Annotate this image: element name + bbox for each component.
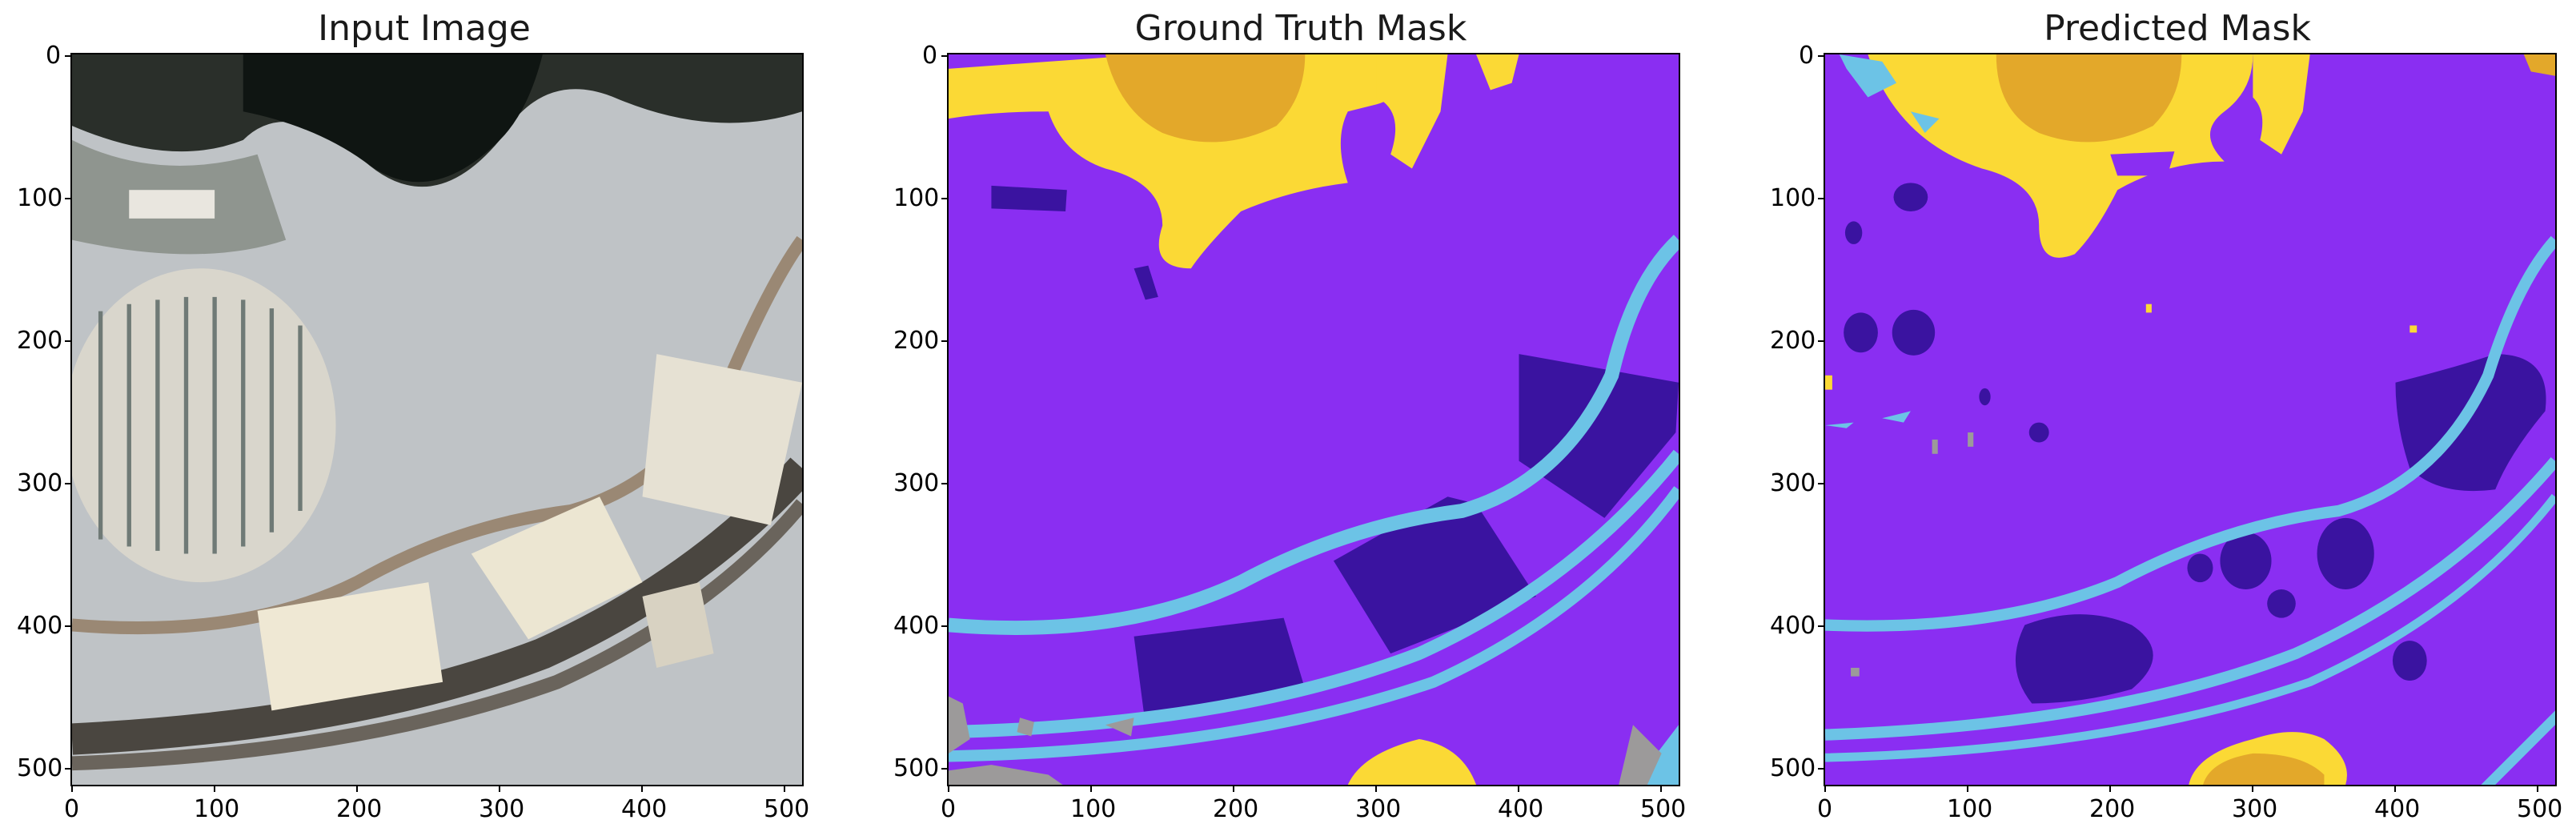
y-tick: 500 xyxy=(1770,754,1816,782)
x-tick: 0 xyxy=(941,795,957,823)
y-tick: 0 xyxy=(1799,42,1815,70)
x-tick: 0 xyxy=(64,795,80,823)
y-tick: 200 xyxy=(17,327,63,355)
x-tick: 400 xyxy=(1498,795,1544,823)
y-tick: 100 xyxy=(17,184,63,212)
panel-input-image: Input Image xyxy=(0,0,849,840)
x-tick: 500 xyxy=(2517,795,2563,823)
y-tick: 500 xyxy=(893,754,940,782)
y-tick: 0 xyxy=(922,42,938,70)
x-tick: 500 xyxy=(1640,795,1687,823)
ground-truth-mask-image xyxy=(949,54,1679,785)
y-tick: 300 xyxy=(17,469,63,497)
x-tick: 100 xyxy=(1947,795,1993,823)
panel-predicted-mask: Predicted Mask xyxy=(1753,0,2576,840)
x-tick: 100 xyxy=(194,795,240,823)
y-tick: 200 xyxy=(1770,327,1816,355)
y-tick: 300 xyxy=(893,469,940,497)
y-tick: 400 xyxy=(893,612,940,640)
y-tick: 300 xyxy=(1770,469,1816,497)
x-tick: 300 xyxy=(479,795,525,823)
panel-title: Ground Truth Mask xyxy=(1134,8,1467,49)
predicted-plot xyxy=(1824,53,2557,786)
input-image-plot xyxy=(70,53,804,786)
x-tick: 300 xyxy=(2232,795,2278,823)
x-tick: 300 xyxy=(1355,795,1402,823)
y-tick: 500 xyxy=(17,754,63,782)
panel-title: Predicted Mask xyxy=(2044,8,2311,49)
x-tick: 200 xyxy=(2089,795,2136,823)
y-tick: 400 xyxy=(17,612,63,640)
y-tick: 400 xyxy=(1770,612,1816,640)
x-tick: 200 xyxy=(336,795,383,823)
y-tick: 100 xyxy=(893,184,940,212)
panel-title: Input Image xyxy=(318,8,531,49)
x-tick: 500 xyxy=(764,795,810,823)
x-tick: 200 xyxy=(1213,795,1259,823)
y-tick: 100 xyxy=(1770,184,1816,212)
x-tick: 400 xyxy=(2374,795,2421,823)
x-tick: 400 xyxy=(621,795,668,823)
y-tick: 200 xyxy=(893,327,940,355)
satellite-photo xyxy=(72,54,802,785)
ground-truth-plot xyxy=(947,53,1680,786)
panel-ground-truth-mask: Ground Truth Mask xyxy=(877,0,1725,840)
x-tick: 100 xyxy=(1070,795,1117,823)
x-tick: 0 xyxy=(1817,795,1833,823)
predicted-mask-image xyxy=(1825,54,2555,785)
y-tick: 0 xyxy=(46,42,62,70)
